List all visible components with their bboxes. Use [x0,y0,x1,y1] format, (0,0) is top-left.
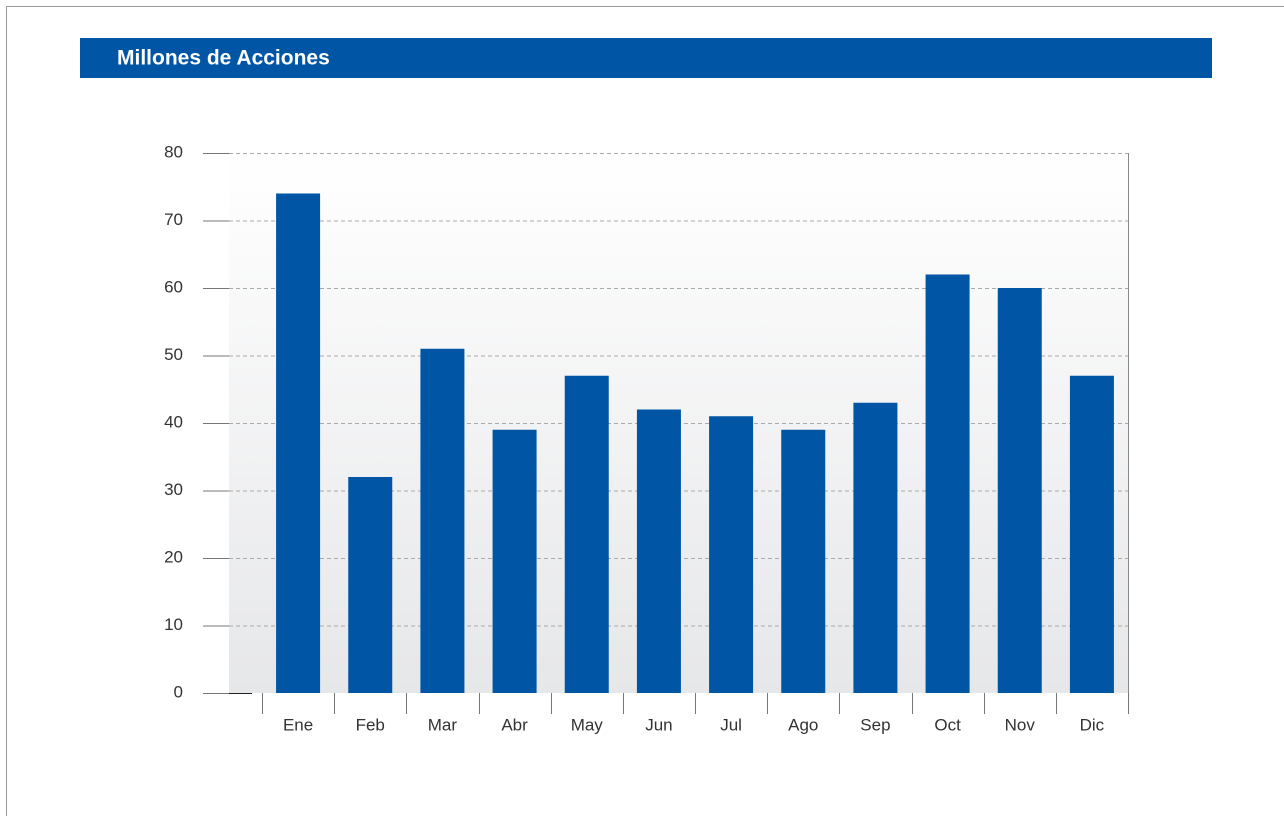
header-bar [80,38,1212,78]
bar [276,193,321,693]
bar [1069,375,1114,693]
y-tick-label: 60 [164,277,183,296]
y-tick-label: 30 [164,480,183,499]
bar [853,402,898,693]
x-tick-label: Dic [1080,715,1105,734]
chart-title: Millones de Acciones [117,47,330,70]
bar [997,288,1042,693]
x-tick-label: Abr [501,715,528,734]
bar [925,274,970,693]
bar [636,409,681,693]
y-tick-label: 50 [164,345,183,364]
x-tick-label: Oct [934,715,961,734]
y-tick-label: 10 [164,615,183,634]
x-tick-label: Ene [283,715,313,734]
x-tick-label: Feb [356,715,385,734]
x-tick-label: Mar [428,715,458,734]
y-tick-label: 70 [164,210,183,229]
bar [348,477,393,693]
x-tick-label: Jul [720,715,742,734]
x-tick-label: Nov [1005,715,1036,734]
x-tick-label: Ago [788,715,818,734]
bar [781,429,826,693]
y-tick-label: 80 [164,142,183,161]
y-tick-label: 20 [164,547,183,566]
bar [709,416,754,693]
x-tick-label: May [571,715,604,734]
x-tick-label: Jun [645,715,672,734]
bar [420,348,465,693]
bar [492,429,537,693]
x-tick-label: Sep [860,715,890,734]
y-tick-label: 40 [164,412,183,431]
y-tick-label: 0 [174,682,183,701]
bar [564,375,609,693]
